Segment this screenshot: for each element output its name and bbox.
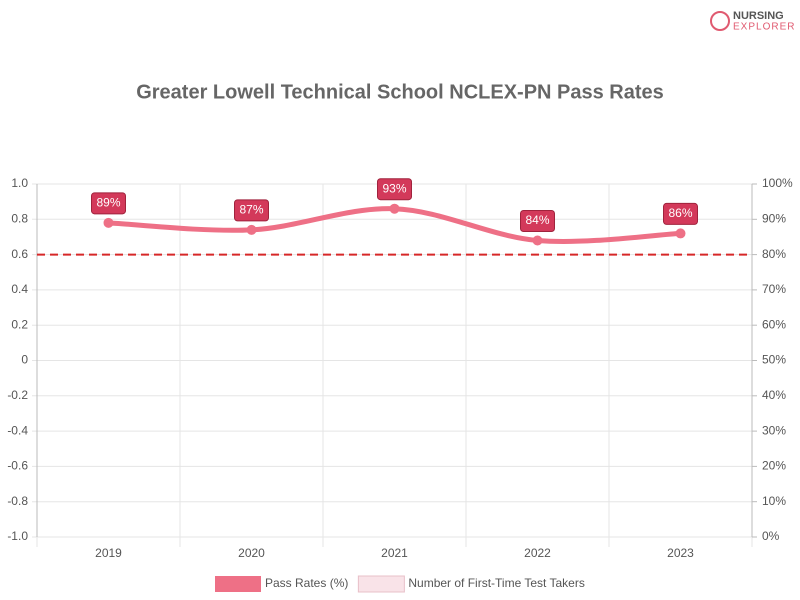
legend-swatch [215,576,261,592]
y2-tick-label: 40% [762,388,786,402]
y-tick-label: 0.2 [11,317,28,331]
point [532,235,543,246]
legend-item: Number of First-Time Test Takers [357,575,585,593]
value-label: 86% [663,202,698,225]
y2-tick-label: 60% [762,317,786,331]
y-tick-label: 0.8 [11,211,28,225]
y-tick-label: -0.2 [7,388,28,402]
logo-icon [710,11,730,31]
value-label-text: 93% [382,181,406,195]
y-tick-label: 1.0 [11,176,28,190]
y-tick-label: 0.6 [11,247,28,261]
logo-text: NURSING [733,10,784,22]
legend-label: Number of First-Time Test Takers [408,576,584,590]
y2-tick-label: 50% [762,353,786,367]
value-label-box [234,199,269,222]
y2-tick-label: 10% [762,494,786,508]
value-label-text: 84% [525,213,549,227]
y2-tick-label: 80% [762,247,786,261]
y2-tick-label: 30% [762,423,786,437]
y-tick-label: -0.8 [7,494,28,508]
x-tick-label: 2023 [667,546,694,560]
value-label-text: 87% [239,203,263,217]
y-tick-label: 0 [21,353,28,367]
y2-tick-label: 90% [762,211,786,225]
y-tick-label: -0.4 [7,423,28,437]
chart-title: Greater Lowell Technical School NCLEX-PN… [136,81,664,103]
value-label: 84% [520,209,555,232]
legend-item: Pass Rates (%) [215,576,348,592]
y-tick-label: -0.6 [7,459,28,473]
x-tick-label: 2019 [95,546,122,560]
value-label-box [520,209,555,232]
value-label: 93% [377,178,412,201]
point [246,224,257,235]
value-label: 89% [91,192,126,215]
logo: NURSING EXPLORER [710,10,795,33]
y-tick-label: -1.0 [7,529,28,543]
x-tick-label: 2020 [238,546,265,560]
point [103,217,114,228]
value-label-box [91,192,126,215]
value-label-text: 86% [668,206,692,220]
y2-tick-label: 70% [762,282,786,296]
y2-tick-label: 0% [762,529,780,543]
y2-tick-label: 20% [762,459,786,473]
y-tick-label: 0.4 [11,282,28,296]
point [389,203,400,214]
legend-swatch [357,575,405,593]
y2-tick-label: 100% [762,176,793,190]
value-label-text: 89% [96,196,120,210]
value-label-box [663,202,698,225]
legend-label: Pass Rates (%) [265,576,348,590]
value-label: 87% [234,199,269,222]
x-tick-label: 2022 [524,546,551,560]
value-label-box [377,178,412,201]
point [675,228,686,239]
x-tick-label: 2021 [381,546,408,560]
logo-text: EXPLORER [733,22,795,33]
